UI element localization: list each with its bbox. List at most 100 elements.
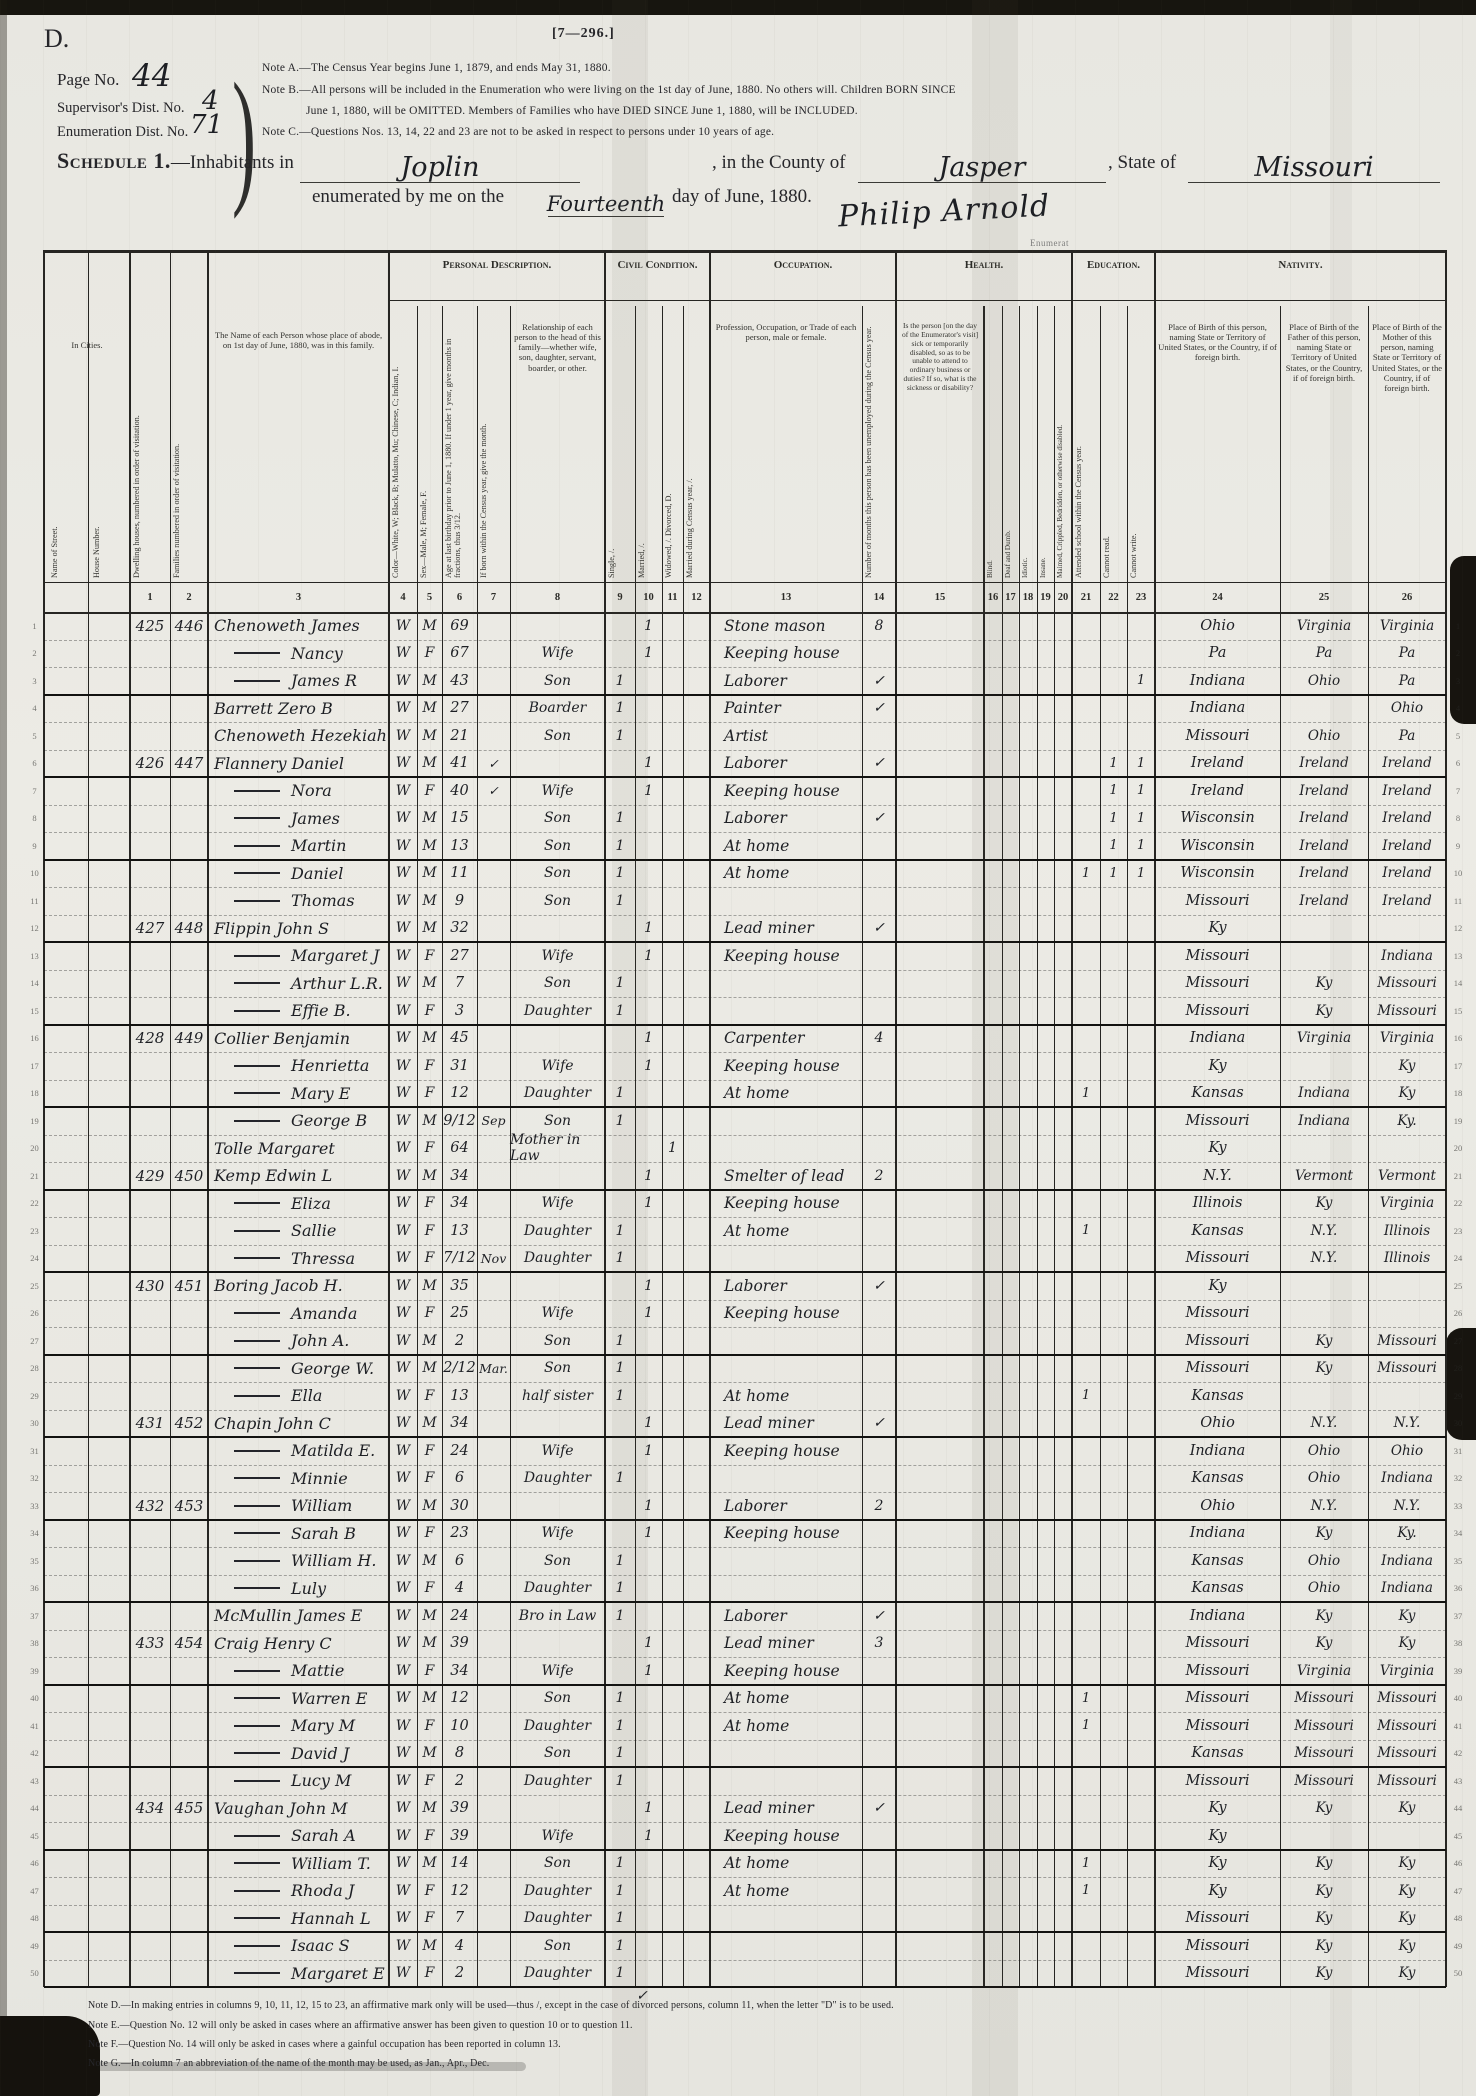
cell-s9: 1: [615, 727, 625, 744]
row-number-left: 47: [30, 1885, 39, 1896]
ditto-dash: [234, 1449, 280, 1452]
cell-pm: Missouri: [1377, 1717, 1437, 1734]
cell-occ: Keeping house: [724, 1056, 840, 1075]
ditto-dash: [234, 1339, 280, 1342]
cell-nm: Thressa: [208, 1245, 389, 1273]
column-group-label: Occupation.: [773, 259, 833, 271]
cell-pf: Missouri: [1294, 1745, 1354, 1762]
cell-pb: Missouri: [1185, 1112, 1250, 1129]
cell-sx: M: [422, 892, 437, 909]
ditto-dash: [234, 1779, 280, 1782]
person-name: Daniel: [291, 863, 344, 883]
person-name: William: [291, 1496, 353, 1516]
cell-sx: F: [424, 1827, 435, 1844]
person-name: Chapin John C: [214, 1413, 331, 1433]
schedule-line2-pre: enumerated by me on the: [312, 186, 505, 207]
row-number-left: 15: [30, 1005, 39, 1016]
cell-un: 2: [874, 1497, 884, 1514]
row-number-right: 28: [1453, 1363, 1463, 1374]
person-name: Collier Benjamin: [214, 1028, 351, 1048]
cell-f: 448: [174, 919, 204, 938]
cell-pb: Ky: [1208, 1057, 1227, 1074]
cell-sch: 1: [1081, 865, 1091, 881]
person-name: Mattie: [291, 1661, 345, 1681]
row-number-left: 39: [30, 1665, 39, 1676]
cell-ag: 43: [450, 672, 469, 689]
cell-pf: Ohio: [1307, 1442, 1341, 1459]
cell-sx: F: [424, 1195, 435, 1212]
row-number-left: 41: [30, 1720, 39, 1731]
cell-sx: M: [422, 672, 437, 689]
cell-s9: 1: [615, 1112, 625, 1129]
footnote-f: Note F.—Question No. 14 will only be ask…: [88, 2039, 561, 2050]
cell-m10: 1: [644, 755, 653, 772]
cell-m10: 1: [644, 1635, 653, 1652]
person-name: Thomas: [291, 891, 355, 911]
cell-pm: Ky: [1398, 1607, 1416, 1624]
row-number-right: 43: [1453, 1775, 1463, 1786]
cell-pf: N.Y.: [1310, 1415, 1338, 1432]
cell-pm: Pa: [1398, 672, 1416, 689]
cell-ag: 40: [450, 782, 469, 799]
schedule-line1-mid: , in the County of: [712, 152, 846, 173]
column-header: The Name of each Person whose place of a…: [214, 330, 383, 351]
cell-pf: Ky: [1315, 1800, 1333, 1817]
cell-w11: 1: [668, 1140, 677, 1157]
row-number-right: 35: [1453, 1555, 1463, 1566]
cell-sx: F: [424, 782, 435, 799]
column-number: 7: [490, 591, 497, 603]
cell-pb: Indiana: [1189, 700, 1246, 717]
ditto-dash: [234, 1009, 280, 1012]
cell-f: 454: [174, 1634, 204, 1653]
cell-rel: Daughter: [523, 1002, 592, 1019]
cell-nm: Ella: [208, 1382, 389, 1410]
grid-line-horizontal: [44, 1079, 1446, 1081]
cell-d: 429: [135, 1166, 165, 1185]
grid-line-vertical: [476, 306, 478, 1987]
person-name: Mary E: [291, 1083, 351, 1103]
cell-rel: Daughter: [523, 1910, 592, 1927]
cell-c: W: [395, 1910, 411, 1927]
cell-sx: M: [422, 700, 437, 717]
cell-sx: F: [424, 1002, 435, 1019]
cell-c: W: [395, 1002, 411, 1019]
person-name: James R: [291, 671, 357, 691]
grid-line-vertical: [682, 306, 684, 1987]
column-number: 14: [873, 591, 885, 603]
person-name: Vaughan John M: [214, 1798, 348, 1818]
date-value: Fourteenth: [546, 192, 666, 216]
grid-line-horizontal: [44, 1299, 1446, 1301]
person-name: James: [291, 808, 340, 828]
row-number-left: 12: [30, 923, 39, 934]
person-name: John A.: [291, 1331, 350, 1351]
ditto-dash: [234, 652, 280, 655]
cell-rd: 1: [1109, 865, 1118, 881]
column-header: Families numbered in order of visitation…: [172, 443, 181, 578]
person-name: Rhoda J: [291, 1881, 355, 1901]
cell-nm: Boring Jacob H.: [208, 1272, 389, 1300]
column-number: 3: [295, 591, 302, 603]
ditto-dash: [234, 954, 280, 957]
cell-pm: Ireland: [1382, 755, 1432, 772]
row-number-right: 14: [1453, 978, 1463, 989]
row-number-left: 8: [32, 813, 37, 824]
cell-sx: F: [424, 645, 435, 662]
cell-s9: 1: [615, 1772, 625, 1789]
cell-ag: 7: [454, 975, 465, 992]
row-number-left: 28: [30, 1363, 39, 1374]
cell-sx: F: [424, 1470, 435, 1487]
cell-c: W: [395, 1360, 411, 1377]
grid-line-heavy: [44, 1518, 1446, 1521]
ditto-dash: [234, 844, 280, 847]
ditto-dash: [234, 1504, 280, 1507]
grid-line-vertical: [983, 306, 985, 1987]
cell-occ: Keeping house: [724, 1524, 840, 1543]
ditto-dash: [234, 1257, 280, 1260]
cell-m10: 1: [644, 1415, 653, 1432]
cell-m10: 1: [644, 1442, 653, 1459]
grid-line-horizontal: [44, 1712, 1446, 1713]
row-number-left: 36: [30, 1583, 39, 1594]
cell-s9: 1: [615, 1085, 625, 1102]
cell-pb: Missouri: [1185, 1662, 1250, 1679]
cell-occ: Keeping house: [724, 1826, 840, 1845]
